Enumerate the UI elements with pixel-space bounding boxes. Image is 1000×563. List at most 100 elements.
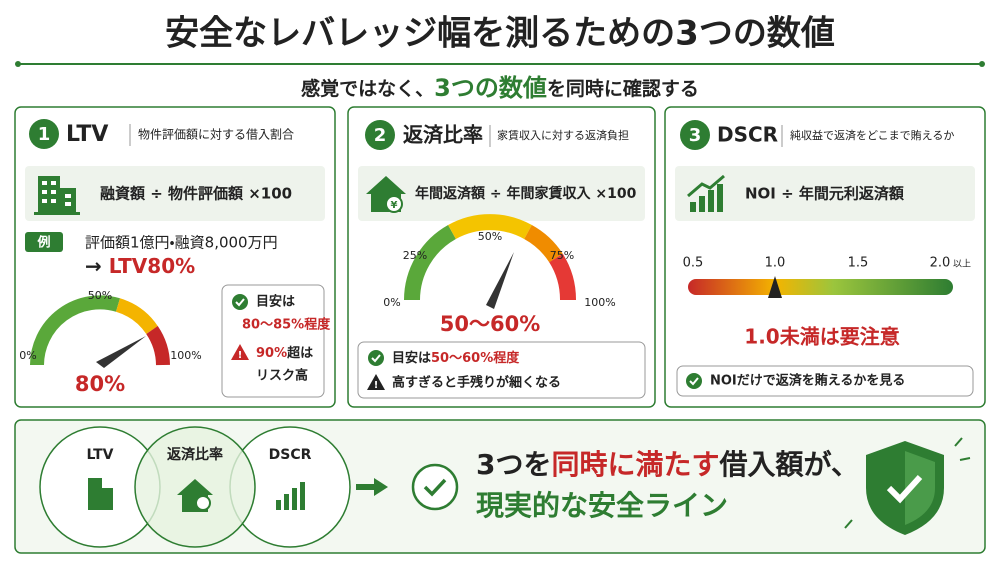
card-ltv: 1 LTV 物件評価額に対する借入割合 融資額 ÷ 物件評価額 ×100 例 評… (14, 106, 336, 408)
summary-emphasis: 同時に満たす (551, 448, 719, 481)
formula-box (25, 166, 325, 221)
shape (959, 457, 971, 461)
formula: NOI ÷ 年間元利返済額 (745, 185, 905, 203)
badge (680, 120, 710, 150)
shape (42, 181, 71, 206)
gauge-label: 75% (550, 249, 574, 262)
result: → LTV80% (85, 254, 195, 278)
scale-bar (688, 279, 953, 295)
venn-icons (88, 478, 305, 512)
note-text: 目安は (392, 350, 431, 366)
yen-coin (385, 195, 403, 213)
title: 安全なレバレッジ幅を測るための3つの数値 (165, 14, 835, 54)
note: リスク高 (256, 368, 308, 384)
gauge-label: 25% (403, 249, 427, 262)
check-icon (368, 350, 384, 366)
shape (523, 224, 563, 263)
note: 90%超は (256, 345, 313, 361)
shield-shade (905, 451, 935, 525)
card-number: 1 (38, 124, 51, 145)
shape (708, 190, 714, 212)
summary-line1: 3つを同時に満たす借入額が、 (476, 448, 859, 481)
building-icon (34, 176, 80, 215)
scale-label: 1.5 (848, 256, 869, 271)
shape (146, 326, 170, 366)
note-text: 超は (287, 345, 313, 361)
shape (65, 194, 71, 198)
gauge-label: 50% (88, 289, 112, 302)
gauge-label: 0% (19, 349, 36, 362)
shape (300, 482, 305, 510)
shape (60, 188, 76, 214)
shape (88, 478, 102, 510)
warning: 1.0未満は要注意 (744, 325, 899, 349)
venn-label: 返済比率 (167, 446, 223, 463)
subtitle-after: を同時に確認する (547, 77, 699, 100)
example: 評価額1億円・融資8,000万円 (85, 234, 278, 252)
chart-icon (690, 184, 723, 212)
shape (292, 488, 297, 510)
gauge (30, 295, 170, 366)
summary: LTV 返済比率 DSCR 3つを同時に満たす借入額が、 現実的な安全ライン (14, 419, 986, 554)
shape (276, 500, 281, 510)
trend-line (687, 174, 725, 198)
shape (51, 199, 56, 203)
formula: 年間返済額 ÷ 年間家賃収入 ×100 (415, 185, 637, 202)
gauge-label: 0% (383, 296, 400, 309)
shape (102, 488, 113, 510)
card-desc: 家賃収入に対する返済負担 (497, 128, 629, 142)
yen-sign: ¥ (391, 200, 398, 211)
gauge-label: 100% (170, 349, 201, 362)
arrow (356, 478, 388, 496)
shape (699, 196, 705, 212)
card-number: 2 (374, 125, 387, 146)
note-value: 80〜85%程度 (242, 317, 331, 333)
formula-box (675, 166, 975, 221)
check-circle (411, 463, 459, 511)
venn-label: DSCR (269, 447, 312, 463)
shape (448, 214, 532, 240)
scale-suffix: 以上 (953, 259, 971, 270)
summary-text: 3つを (476, 448, 551, 481)
shape (42, 181, 47, 185)
note: 高すぎると手残りが細くなる (392, 375, 561, 391)
warning-icon (231, 344, 249, 360)
subtitle-before: 感覚ではなく、 (301, 77, 434, 100)
formula: 融資額 ÷ 物件評価額 ×100 (100, 185, 292, 203)
gauge-label: 50% (478, 230, 502, 243)
example-tag: 例 (36, 235, 50, 251)
note-value: 90% (256, 346, 287, 361)
formula-box (358, 166, 645, 221)
needle (486, 252, 514, 309)
dot (979, 61, 985, 67)
gauge-value: 50〜60% (440, 312, 541, 336)
shape (844, 519, 853, 529)
venn-label: LTV (87, 447, 114, 463)
shape (42, 199, 47, 203)
notes-box (357, 341, 646, 399)
note-value: 50〜60%程度 (431, 350, 520, 366)
check-mark (689, 377, 699, 386)
shape (30, 295, 120, 366)
card-name: 返済比率 (403, 123, 483, 147)
shape (717, 184, 723, 212)
card-desc: 物件評価額に対する借入割合 (138, 128, 294, 142)
note: NOIだけで返済を賄えるかを見る (710, 373, 905, 389)
warning-bang: ! (238, 350, 243, 361)
check-icon (686, 373, 702, 389)
gauge (404, 214, 577, 301)
shape (34, 212, 80, 215)
example-tag-bg (25, 232, 63, 252)
gauge-value: 80% (75, 372, 125, 396)
shape (690, 202, 696, 212)
shape (115, 298, 158, 335)
badge (29, 119, 59, 149)
shape (284, 494, 289, 510)
notes-box (676, 365, 974, 397)
shield-check (886, 474, 923, 504)
shape (65, 202, 71, 206)
shape (51, 181, 56, 185)
shape (954, 437, 963, 447)
note: 目安は50〜60%程度 (392, 350, 520, 366)
